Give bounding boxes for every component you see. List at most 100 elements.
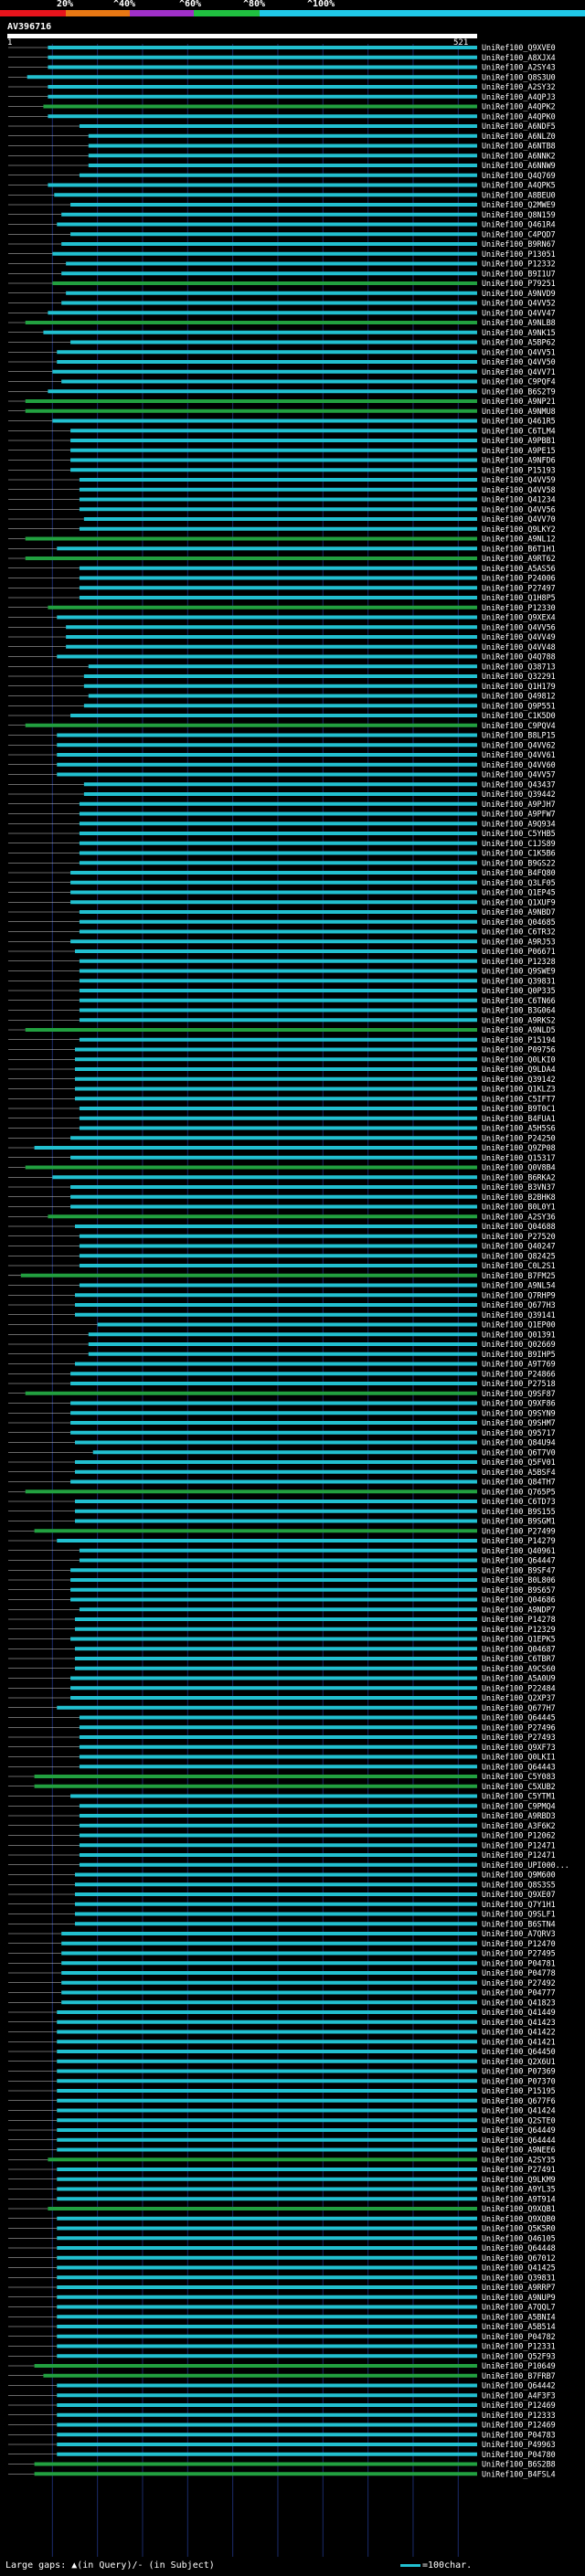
- hit-label[interactable]: UniRef100_P27496: [482, 1723, 556, 1732]
- hit-bar[interactable]: [57, 2030, 477, 2034]
- hit-bar[interactable]: [57, 615, 477, 620]
- hit-label[interactable]: UniRef100_Q4VV49: [482, 632, 556, 641]
- hit-bar[interactable]: [70, 1676, 477, 1680]
- hit-label[interactable]: UniRef100_Q1KLZ3: [482, 1085, 556, 1094]
- hit-bar[interactable]: [66, 635, 477, 639]
- hit-label[interactable]: UniRef100_A5BSF4: [482, 1468, 556, 1477]
- hit-label[interactable]: UniRef100_A9NLD5: [482, 1025, 556, 1034]
- hit-bar[interactable]: [57, 2443, 477, 2446]
- hit-bar[interactable]: [74, 1509, 478, 1513]
- hit-label[interactable]: UniRef100_Q0V8B4: [482, 1163, 556, 1172]
- hit-bar[interactable]: [74, 1076, 478, 1081]
- hit-bar[interactable]: [52, 251, 477, 256]
- hit-bar[interactable]: [83, 674, 477, 678]
- hit-label[interactable]: UniRef100_P24250: [482, 1133, 556, 1142]
- hit-label[interactable]: UniRef100_Q43437: [482, 779, 556, 789]
- hit-bar[interactable]: [57, 743, 477, 747]
- hit-label[interactable]: UniRef100_Q8N159: [482, 210, 556, 219]
- hit-label[interactable]: UniRef100_A4QPK0: [482, 111, 556, 121]
- hit-bar[interactable]: [70, 714, 477, 717]
- hit-label[interactable]: UniRef100_Q41421: [482, 2037, 556, 2046]
- hit-label[interactable]: UniRef100_Q9XE07: [482, 1890, 556, 1899]
- hit-label[interactable]: UniRef100_Q04687: [482, 1644, 556, 1653]
- hit-label[interactable]: UniRef100_A9NBD7: [482, 907, 556, 917]
- hit-bar[interactable]: [70, 880, 477, 885]
- hit-label[interactable]: UniRef100_Q8S3S5: [482, 1880, 556, 1889]
- hit-label[interactable]: UniRef100_P27491: [482, 2165, 556, 2174]
- hit-label[interactable]: UniRef100_C5Y083: [482, 1772, 556, 1781]
- hit-bar[interactable]: [57, 2285, 477, 2289]
- hit-label[interactable]: UniRef100_Q7RHP9: [482, 1290, 556, 1299]
- hit-bar[interactable]: [57, 2412, 477, 2417]
- hit-label[interactable]: UniRef100_Q39831: [482, 976, 556, 985]
- hit-bar[interactable]: [57, 2236, 477, 2241]
- hit-bar[interactable]: [57, 2050, 477, 2053]
- hit-label[interactable]: UniRef100_A9NEE6: [482, 2146, 556, 2155]
- hit-label[interactable]: UniRef100_P27492: [482, 1978, 556, 1988]
- hit-bar[interactable]: [70, 939, 477, 944]
- hit-bar[interactable]: [88, 1352, 478, 1356]
- hit-bar[interactable]: [83, 517, 477, 521]
- hit-label[interactable]: UniRef100_P12330: [482, 603, 556, 612]
- hit-bar[interactable]: [52, 281, 477, 285]
- hit-bar[interactable]: [79, 1116, 477, 1120]
- hit-label[interactable]: UniRef100_P12328: [482, 957, 556, 966]
- hit-label[interactable]: UniRef100_P06671: [482, 947, 556, 956]
- hit-bar[interactable]: [57, 360, 477, 364]
- hit-bar[interactable]: [57, 2069, 477, 2073]
- hit-bar[interactable]: [57, 753, 477, 757]
- hit-label[interactable]: UniRef100_Q39831: [482, 2273, 556, 2282]
- hit-bar[interactable]: [79, 841, 477, 845]
- hit-label[interactable]: UniRef100_P14278: [482, 1615, 556, 1624]
- hit-bar[interactable]: [70, 448, 477, 452]
- hit-label[interactable]: UniRef100_Q1XUF9: [482, 897, 556, 906]
- hit-label[interactable]: UniRef100_A9NMU8: [482, 407, 556, 416]
- hit-label[interactable]: UniRef100_Q2STE0: [482, 2115, 556, 2125]
- hit-label[interactable]: UniRef100_A9T769: [482, 1360, 556, 1369]
- hit-label[interactable]: UniRef100_Q41425: [482, 2263, 556, 2273]
- hit-bar[interactable]: [79, 1283, 477, 1288]
- hit-bar[interactable]: [79, 1804, 477, 1808]
- hit-bar[interactable]: [70, 1185, 477, 1189]
- hit-label[interactable]: UniRef100_Q39442: [482, 790, 556, 799]
- hit-bar[interactable]: [79, 1264, 477, 1267]
- hit-label[interactable]: UniRef100_Q04688: [482, 1222, 556, 1231]
- hit-label[interactable]: UniRef100_P12333: [482, 2411, 556, 2420]
- hit-label[interactable]: UniRef100_P27493: [482, 1733, 556, 1742]
- hit-label[interactable]: UniRef100_Q4VV51: [482, 347, 556, 356]
- hit-bar[interactable]: [57, 1705, 477, 1710]
- hit-label[interactable]: UniRef100_Q64442: [482, 2381, 556, 2390]
- hit-label[interactable]: UniRef100_A5BNI4: [482, 2312, 556, 2321]
- hit-label[interactable]: UniRef100_A9RJ53: [482, 937, 556, 946]
- hit-bar[interactable]: [70, 1194, 477, 1199]
- hit-bar[interactable]: [48, 114, 478, 119]
- hit-bar[interactable]: [61, 1932, 478, 1935]
- hit-label[interactable]: UniRef100_Q4VV62: [482, 740, 556, 749]
- hit-label[interactable]: UniRef100_Q4VV52: [482, 299, 556, 308]
- hit-label[interactable]: UniRef100_Q41424: [482, 2106, 556, 2115]
- hit-label[interactable]: UniRef100_P27499: [482, 1526, 556, 1535]
- hit-bar[interactable]: [57, 2079, 477, 2083]
- hit-bar[interactable]: [48, 2207, 478, 2210]
- hit-label[interactable]: UniRef100_P12332: [482, 260, 556, 269]
- hit-bar[interactable]: [34, 1146, 478, 1150]
- hit-label[interactable]: UniRef100_Q41422: [482, 2028, 556, 2037]
- hit-label[interactable]: UniRef100_Q82425: [482, 1251, 556, 1260]
- hit-bar[interactable]: [79, 1234, 477, 1238]
- hit-bar[interactable]: [79, 851, 477, 855]
- hit-label[interactable]: UniRef100_P27518: [482, 1379, 556, 1388]
- hit-label[interactable]: UniRef100_C5YHB5: [482, 829, 556, 838]
- hit-bar[interactable]: [48, 389, 478, 394]
- hit-bar[interactable]: [79, 1862, 477, 1867]
- hit-bar[interactable]: [57, 2118, 477, 2123]
- hit-bar[interactable]: [79, 1558, 477, 1563]
- hit-bar[interactable]: [61, 1980, 478, 1985]
- hit-bar[interactable]: [79, 1843, 477, 1848]
- hit-bar[interactable]: [57, 2147, 477, 2152]
- hit-label[interactable]: UniRef100_A5A0U9: [482, 1674, 556, 1683]
- hit-label[interactable]: UniRef100_Q52F93: [482, 2351, 556, 2360]
- hit-bar[interactable]: [74, 1362, 478, 1366]
- hit-bar[interactable]: [88, 164, 478, 167]
- hit-bar[interactable]: [79, 1725, 477, 1730]
- hit-label[interactable]: UniRef100_B4FUA1: [482, 1114, 556, 1123]
